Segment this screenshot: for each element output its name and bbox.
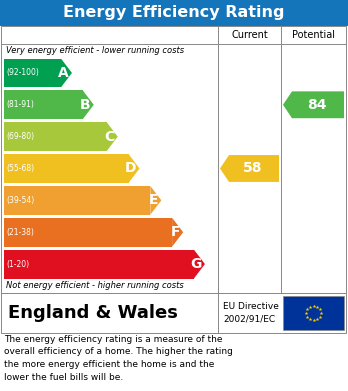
Polygon shape <box>128 154 140 183</box>
Polygon shape <box>61 59 72 87</box>
Bar <box>4 154 128 183</box>
Text: England & Wales: England & Wales <box>8 304 178 322</box>
Text: G: G <box>191 257 202 271</box>
Polygon shape <box>283 91 344 118</box>
Bar <box>4 59 61 87</box>
Bar <box>4 249 194 278</box>
Bar <box>283 296 344 330</box>
Text: Potential: Potential <box>292 30 335 40</box>
Text: C: C <box>104 130 115 143</box>
Text: Energy Efficiency Rating: Energy Efficiency Rating <box>63 5 285 20</box>
Bar <box>4 90 83 119</box>
Polygon shape <box>83 90 94 119</box>
Text: Current: Current <box>231 30 268 40</box>
Text: Very energy efficient - lower running costs: Very energy efficient - lower running co… <box>6 46 184 55</box>
Text: (21-38): (21-38) <box>6 228 34 237</box>
Text: 84: 84 <box>307 98 326 112</box>
Polygon shape <box>107 122 118 151</box>
Text: (81-91): (81-91) <box>6 100 34 109</box>
Bar <box>1 293 346 333</box>
Bar <box>0 0 348 26</box>
Bar <box>4 122 107 151</box>
Text: F: F <box>171 225 180 239</box>
Text: (39-54): (39-54) <box>6 196 34 205</box>
Polygon shape <box>194 249 205 278</box>
Bar <box>1 26 346 293</box>
Text: (55-68): (55-68) <box>6 164 34 173</box>
Polygon shape <box>150 186 161 215</box>
Text: (92-100): (92-100) <box>6 68 39 77</box>
Text: B: B <box>80 98 91 112</box>
Text: (69-80): (69-80) <box>6 132 34 141</box>
Text: A: A <box>58 66 69 80</box>
Text: D: D <box>125 161 136 176</box>
Bar <box>4 218 172 247</box>
Bar <box>4 186 150 215</box>
Polygon shape <box>172 218 183 247</box>
Text: 58: 58 <box>243 161 262 176</box>
Text: EU Directive
2002/91/EC: EU Directive 2002/91/EC <box>223 302 279 324</box>
Text: Not energy efficient - higher running costs: Not energy efficient - higher running co… <box>6 281 184 290</box>
Text: (1-20): (1-20) <box>6 260 29 269</box>
Text: The energy efficiency rating is a measure of the
overall efficiency of a home. T: The energy efficiency rating is a measur… <box>4 335 233 382</box>
Text: E: E <box>149 194 158 207</box>
Polygon shape <box>220 155 279 182</box>
